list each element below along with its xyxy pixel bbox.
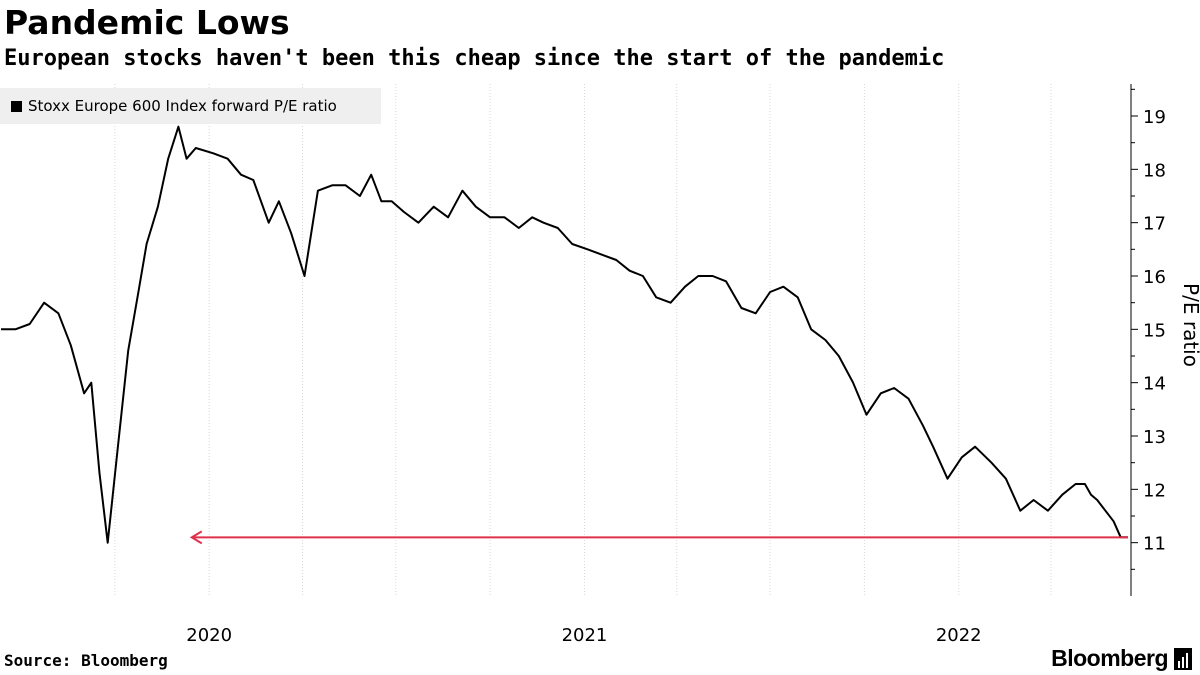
y-tick-label: 15: [1143, 320, 1166, 341]
x-grid: [114, 84, 1052, 596]
chart-title: Pandemic Lows: [4, 3, 290, 42]
x-axis: 2020 2021 2022: [186, 625, 981, 646]
y-tick-label: 14: [1143, 374, 1166, 395]
arrow-head: [189, 530, 203, 545]
y-axis-label: P/E ratio: [1179, 283, 1200, 367]
legend-label: Stoxx Europe 600 Index forward P/E ratio: [28, 97, 337, 115]
bloomberg-logo: Bloomberg: [1051, 645, 1192, 672]
series-line-stoxx-600-pe: [1, 125, 1128, 544]
annotation-arrow: [189, 530, 1128, 545]
y-axis: 11 12 13 14 15 16 17 18 19: [1130, 84, 1166, 596]
y-tick-label: 11: [1143, 534, 1166, 555]
y-tick-label: 18: [1143, 160, 1166, 181]
source-note: Source: Bloomberg: [4, 651, 168, 670]
legend: Stoxx Europe 600 Index forward P/E ratio: [0, 88, 381, 124]
brand-name: Bloomberg: [1051, 645, 1168, 671]
x-tick-label: 2020: [186, 625, 232, 646]
legend-swatch: [11, 100, 22, 112]
y-tick-label: 16: [1143, 267, 1166, 288]
y-tick-label: 17: [1143, 214, 1166, 235]
y-tick-label: 12: [1143, 480, 1166, 501]
terminal-icon: [1174, 647, 1192, 670]
x-tick-label: 2021: [562, 625, 608, 646]
y-tick-label: 13: [1143, 427, 1166, 448]
x-tick-label: 2022: [936, 625, 982, 646]
chart-subtitle: European stocks haven't been this cheap …: [4, 46, 945, 71]
y-tick-label: 19: [1143, 107, 1166, 128]
